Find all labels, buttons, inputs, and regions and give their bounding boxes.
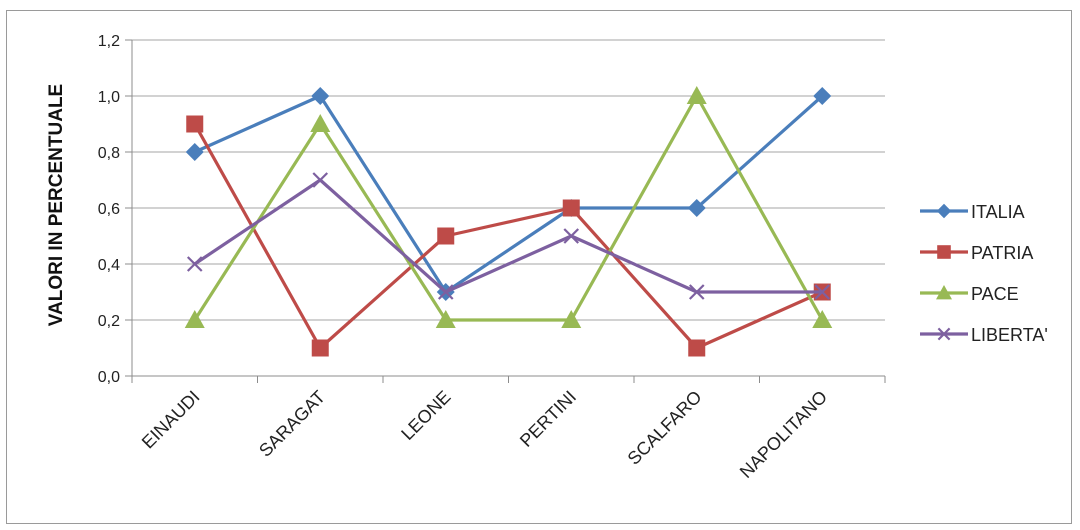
data-point xyxy=(687,199,706,217)
x-tick-label: NAPOLITANO xyxy=(736,387,831,482)
series-line xyxy=(193,94,824,322)
legend-item: LIBERTA' xyxy=(920,325,1048,345)
data-point xyxy=(184,310,205,328)
legend: ITALIA PATRIA PACE LIBERTA' xyxy=(920,202,1048,345)
y-tick-label: 0,2 xyxy=(98,313,120,330)
data-point xyxy=(562,199,580,217)
legend-label: ITALIA xyxy=(971,202,1025,222)
data-point xyxy=(437,227,455,245)
data-point xyxy=(561,310,582,328)
legend-label: PATRIA xyxy=(971,243,1033,263)
data-point xyxy=(813,87,832,105)
data-point xyxy=(563,228,580,244)
data-point xyxy=(435,310,456,328)
data-point xyxy=(936,285,952,300)
data-point xyxy=(311,87,330,105)
data-point xyxy=(812,310,833,328)
x-tick-label: SCALFARO xyxy=(624,387,706,469)
legend-item: PACE xyxy=(920,284,1019,304)
legend-label: LIBERTA' xyxy=(971,325,1048,345)
data-point xyxy=(936,203,952,219)
data-point xyxy=(688,339,706,357)
data-point xyxy=(937,245,951,259)
x-tick-label: LEONE xyxy=(397,387,454,444)
legend-label: PACE xyxy=(971,284,1019,304)
y-tick-label: 1,0 xyxy=(98,89,120,106)
data-point-stroke xyxy=(437,284,454,300)
gridlines xyxy=(132,39,885,321)
x-tick-labels: EINAUDI SARAGAT LEONE PERTINI SCALFARO NAPOLI… xyxy=(138,387,831,482)
data-point xyxy=(185,143,204,161)
data-point xyxy=(186,256,203,272)
y-tick-label: 0,0 xyxy=(98,369,120,386)
data-point xyxy=(937,327,951,341)
x-tick-label: PERTINI xyxy=(516,387,580,451)
data-point-stroke xyxy=(563,228,580,244)
y-tick-label: 0,4 xyxy=(98,257,120,274)
data-point xyxy=(688,284,705,300)
data-point xyxy=(814,284,831,300)
x-tick-label: SARAGAT xyxy=(255,387,329,461)
y-tick-label: 1,2 xyxy=(98,33,120,50)
data-point xyxy=(186,115,204,133)
axes xyxy=(125,39,886,383)
y-tick-label: 0,8 xyxy=(98,145,120,162)
legend-item: PATRIA xyxy=(920,243,1033,263)
series-pace xyxy=(184,86,833,328)
data-point-stroke xyxy=(312,172,329,188)
data-point-stroke xyxy=(688,284,705,300)
x-tick-label: EINAUDI xyxy=(138,387,204,453)
data-point-stroke xyxy=(937,327,951,341)
data-point xyxy=(312,172,329,188)
data-point-stroke xyxy=(186,256,203,272)
data-point xyxy=(686,86,707,104)
y-tick-label: 0,6 xyxy=(98,201,120,218)
data-point-stroke xyxy=(814,284,831,300)
data-point xyxy=(437,284,454,300)
series-italia xyxy=(185,87,832,301)
data-point xyxy=(310,114,331,132)
series-line xyxy=(194,94,824,294)
y-tick-labels: 0,0 0,2 0,4 0,6 0,8 1,0 1,2 xyxy=(98,33,120,386)
y-axis-label: VALORI IN PERCENTUALE xyxy=(46,84,67,326)
series-line xyxy=(193,123,823,350)
series-line xyxy=(193,178,823,294)
series-liberta xyxy=(186,172,831,300)
legend-item: ITALIA xyxy=(920,202,1025,222)
data-point xyxy=(311,339,329,357)
series-layer xyxy=(184,86,833,357)
